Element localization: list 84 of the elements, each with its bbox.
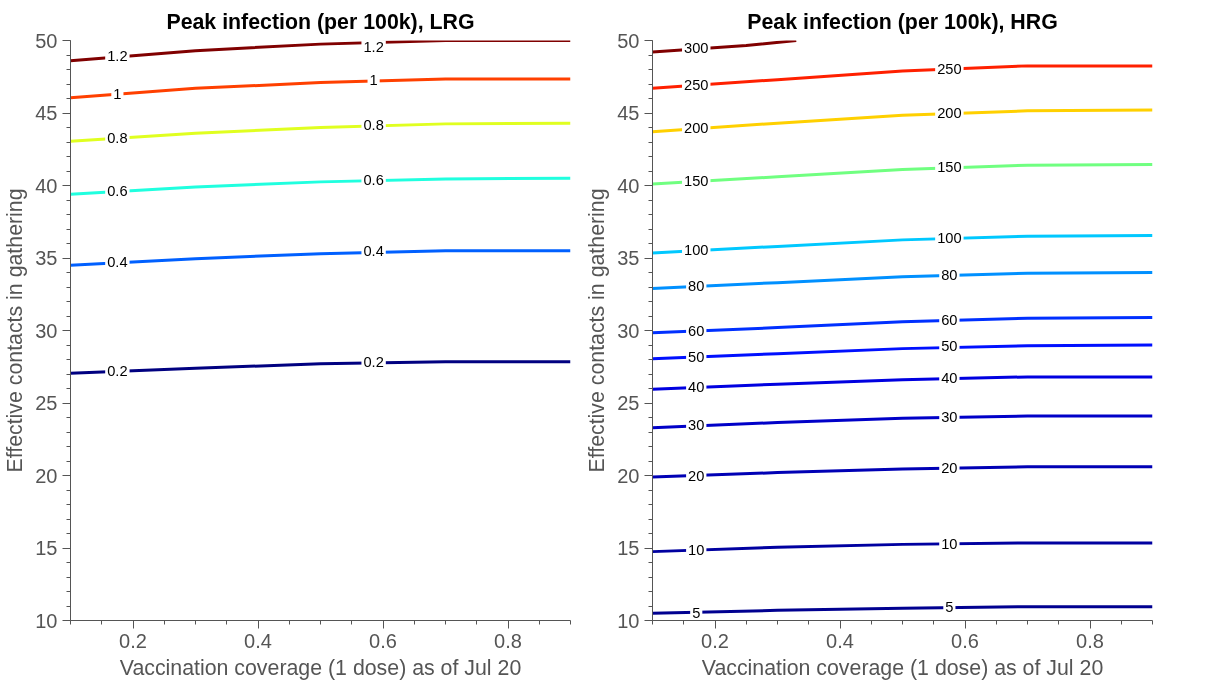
line-series	[652, 541, 1153, 554]
annotation: 1.2	[107, 48, 128, 65]
annotation: 60	[688, 322, 705, 339]
y-axis-title: Effective contacts in gathering	[3, 188, 28, 473]
line-series	[652, 465, 1153, 479]
annotation: 0.8	[107, 129, 128, 146]
x-tick-label: 0.4	[826, 629, 854, 652]
annotation: 200	[684, 120, 709, 137]
annotation: 10	[688, 542, 705, 559]
annotation: 1	[369, 72, 378, 89]
annotation: 80	[688, 278, 705, 295]
annotation: 20	[688, 467, 705, 484]
y-tick-label: 35	[35, 247, 58, 269]
line-series	[652, 414, 1153, 430]
line-series	[652, 64, 1153, 90]
annotation: 1.2	[363, 39, 384, 56]
line-series	[70, 176, 571, 196]
y-tick-label: 10	[35, 609, 58, 632]
chart-title: Peak infection (per 100k), HRG	[747, 9, 1058, 34]
annotation: 0.6	[107, 183, 128, 200]
annotation: 50	[941, 338, 958, 355]
y-tick-label: 30	[35, 319, 58, 342]
x-tick-label: 0.2	[701, 629, 729, 652]
y-tick-label: 20	[35, 464, 58, 487]
y-tick-label: 30	[617, 319, 640, 342]
chart-title: Peak infection (per 100k), LRG	[166, 9, 475, 34]
line-series	[652, 108, 1153, 134]
line-series	[652, 234, 1153, 255]
annotation: 30	[941, 408, 958, 425]
y-tick-label: 40	[617, 174, 640, 197]
annotation: 10	[941, 535, 958, 552]
annotation: 20	[941, 459, 958, 476]
x-tick-label: 0.4	[244, 629, 272, 652]
y-axis-title: Effective contacts in gathering	[585, 188, 610, 473]
line-series	[652, 375, 1153, 391]
y-tick-label: 40	[35, 174, 58, 197]
x-tick-label: 0.6	[369, 629, 397, 652]
line-series	[652, 271, 1153, 290]
y-tick-label: 25	[35, 392, 58, 414]
x-tick-label: 0.8	[1076, 629, 1104, 652]
y-tick-label: 35	[617, 247, 640, 269]
annotation: 150	[684, 173, 709, 190]
annotation: 0.2	[363, 354, 384, 371]
annotation: 150	[937, 159, 962, 176]
y-tick-label: 45	[617, 102, 640, 124]
y-tick-label: 20	[617, 464, 640, 487]
annotation: 30	[688, 417, 705, 434]
annotation: 300	[684, 40, 709, 57]
annotation: 250	[937, 60, 962, 77]
annotation: 40	[688, 379, 705, 396]
annotation: 0.4	[107, 254, 128, 271]
y-tick-label: 50	[617, 29, 640, 52]
annotation: 0.6	[363, 171, 384, 188]
annotation: 200	[937, 105, 962, 121]
annotation: 0.8	[363, 117, 384, 134]
y-tick-label: 45	[35, 102, 58, 124]
x-tick-label: 0.2	[119, 629, 147, 652]
annotation: 100	[684, 242, 709, 259]
y-tick-label: 50	[35, 29, 58, 52]
annotation: 50	[688, 348, 705, 365]
annotation: 0.2	[107, 363, 128, 380]
line-series	[652, 315, 1153, 335]
annotation: 5	[692, 604, 701, 621]
x-axis-title: Vaccination coverage (1 dose) as of Jul 20	[701, 655, 1104, 680]
annotation: 100	[937, 229, 962, 246]
y-tick-label: 10	[617, 609, 640, 632]
x-tick-label: 0.8	[494, 629, 522, 652]
y-tick-label: 15	[35, 537, 58, 559]
annotation: 80	[941, 266, 958, 283]
line-series	[70, 40, 571, 63]
annotation: 60	[941, 311, 958, 328]
annotation: 0.4	[363, 243, 384, 260]
annotation: 5	[945, 599, 954, 616]
line-series	[652, 162, 1153, 186]
y-tick-label: 15	[617, 537, 640, 559]
line-series	[652, 343, 1153, 361]
annotation: 250	[684, 76, 709, 93]
line-series	[70, 121, 571, 143]
annotation: 40	[941, 370, 958, 387]
x-tick-label: 0.6	[951, 629, 979, 652]
line-series	[70, 77, 571, 100]
x-axis-title: Vaccination coverage (1 dose) as of Jul 20	[119, 655, 522, 680]
annotation: 1	[113, 86, 122, 103]
y-tick-label: 25	[617, 392, 640, 414]
